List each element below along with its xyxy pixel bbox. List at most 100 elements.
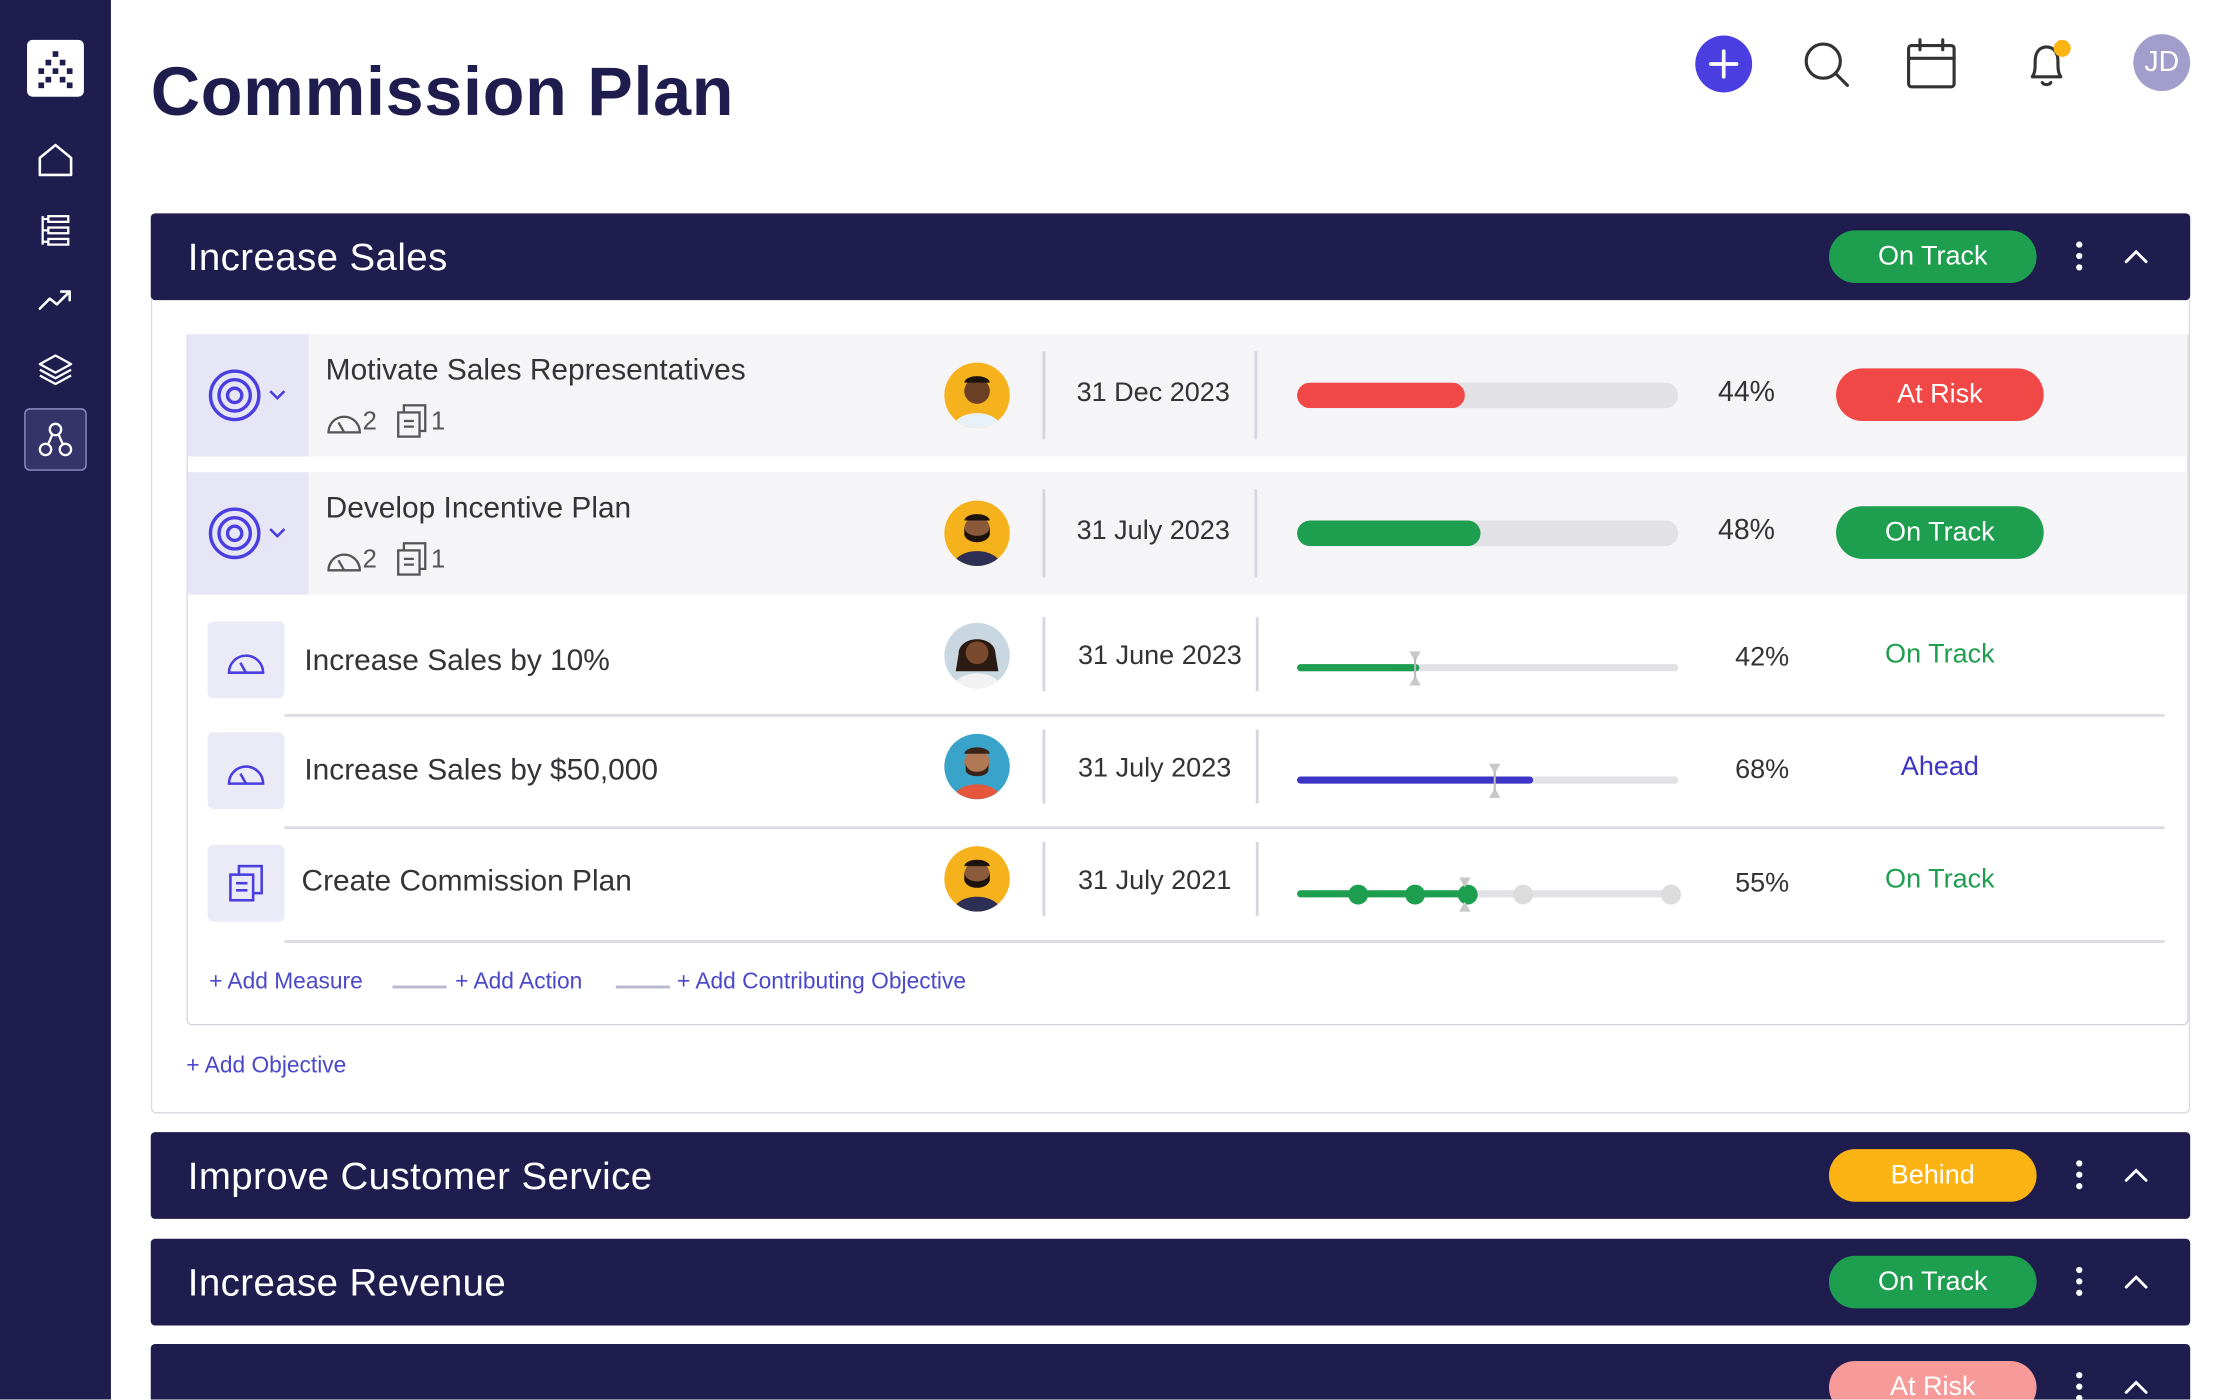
document-icon (397, 542, 427, 576)
section-header-increase-sales[interactable]: Increase Sales On Track (150, 213, 2191, 301)
status-badge: On Track (1828, 1255, 2037, 1309)
due-date: 31 Dec 2023 (1076, 378, 1230, 409)
section-menu-button[interactable] (2065, 1153, 2093, 1196)
objectives-panel: Motivate Sales Representatives 2 1 31 De… (186, 334, 2189, 1026)
nav-trends[interactable] (24, 269, 87, 332)
owner-avatar[interactable] (944, 733, 1010, 800)
calendar-icon (1907, 38, 1956, 89)
progress-bar (1297, 382, 1679, 409)
collapse-button[interactable] (2118, 238, 2155, 275)
section-menu-button[interactable] (2065, 1365, 2093, 1400)
chevron-up-icon (2124, 1275, 2148, 1289)
action-name[interactable]: Create Commission Plan (301, 864, 632, 898)
add-objective-link[interactable]: + Add Objective (186, 1053, 347, 1079)
row-divider (284, 713, 2165, 717)
milestone-dot[interactable] (1348, 883, 1368, 904)
page-title: Commission Plan (150, 55, 735, 131)
objective-expand-button[interactable] (187, 472, 309, 595)
milestone-dot[interactable] (1661, 883, 1682, 904)
layers-icon (38, 354, 73, 386)
milestone-progress-bar (1297, 877, 1682, 912)
link-separator (392, 985, 447, 988)
person-avatar-icon (952, 747, 1002, 800)
measures-count: 2 (362, 543, 377, 573)
app-logo[interactable] (27, 39, 84, 97)
section-panel-increase-sales: Motivate Sales Representatives 2 1 31 De… (150, 298, 2191, 1114)
measures-count: 2 (362, 406, 377, 435)
section-menu-button[interactable] (2065, 1260, 2093, 1303)
progress-percent: 55% (1735, 868, 1790, 899)
objective-expand-button[interactable] (187, 334, 309, 457)
objective-row[interactable]: Develop Incentive Plan 2 1 31 July 2023 (187, 472, 2188, 595)
progress-percent: 44% (1718, 376, 1775, 409)
objective-name: Develop Incentive Plan (325, 492, 632, 525)
actions-count: 1 (430, 406, 446, 435)
home-icon (38, 143, 73, 177)
measure-name[interactable]: Increase Sales by 10% (304, 644, 610, 677)
nav-layers[interactable] (24, 338, 87, 401)
owner-avatar[interactable] (944, 500, 1010, 567)
milestone-dot[interactable] (1404, 883, 1425, 904)
section-header-increase-revenue[interactable]: Increase Revenue On Track (150, 1238, 2191, 1326)
calendar-button[interactable] (1903, 36, 1960, 93)
progress-fill (1297, 664, 1419, 672)
nav-home[interactable] (24, 128, 87, 191)
divider (1042, 729, 1045, 804)
add-contributing-objective-link[interactable]: + Add Contributing Objective (676, 969, 967, 995)
add-measure-link[interactable]: + Add Measure (209, 969, 363, 995)
kebab-icon (2076, 1372, 2083, 1400)
chevron-up-icon (2124, 1168, 2148, 1182)
objective-name: Motivate Sales Representatives (325, 354, 746, 387)
section-header-improve-customer-service[interactable]: Improve Customer Service Behind (150, 1132, 2191, 1219)
add-action-link[interactable]: + Add Action (455, 969, 583, 995)
progress-percent: 68% (1735, 755, 1790, 786)
progress-fill (1297, 890, 1466, 898)
user-avatar[interactable]: JD (2133, 34, 2191, 92)
section-title: Increase Sales (187, 236, 448, 279)
person-avatar-icon (952, 859, 1002, 912)
owner-avatar[interactable] (944, 622, 1010, 689)
status-text: On Track (1885, 864, 1995, 895)
due-date: 31 July 2021 (1078, 866, 1232, 896)
gauge-icon (227, 765, 265, 785)
collapse-button[interactable] (2118, 1263, 2155, 1300)
nav-hierarchy[interactable] (24, 199, 87, 262)
chevron-up-icon (2124, 1380, 2148, 1394)
row-divider (284, 826, 2165, 829)
status-text: On Track (1885, 639, 1995, 670)
sidebar (0, 0, 111, 1400)
hierarchy-list-icon (41, 215, 70, 246)
search-button[interactable] (1798, 36, 1855, 93)
actions-count: 1 (430, 543, 446, 573)
notifications-button[interactable] (2020, 36, 2077, 93)
divider (1042, 489, 1045, 578)
target-marker-icon (1489, 763, 1501, 798)
collapse-button[interactable] (2118, 1368, 2155, 1399)
collapse-button[interactable] (2118, 1156, 2155, 1193)
person-avatar-icon (952, 639, 1002, 689)
measure-icon-box (207, 732, 285, 810)
person-avatar-icon (952, 376, 1002, 429)
section-header-clipped[interactable]: At Risk (150, 1343, 2191, 1400)
status-text: Ahead (1900, 752, 1979, 783)
divider (1254, 351, 1257, 440)
owner-avatar[interactable] (944, 846, 1010, 912)
divider (1042, 351, 1045, 440)
section-menu-button[interactable] (2065, 235, 2093, 278)
milestone-dot[interactable] (1513, 883, 1534, 904)
logo-icon (38, 51, 73, 89)
add-button[interactable] (1695, 35, 1753, 93)
milestone-dot[interactable] (1457, 883, 1478, 904)
status-badge: At Risk (1836, 368, 2044, 421)
divider (1254, 489, 1257, 578)
objective-row[interactable]: Motivate Sales Representatives 2 1 31 De… (187, 334, 2188, 457)
bell-icon (2030, 39, 2071, 87)
progress-fill (1297, 520, 1480, 547)
progress-percent: 42% (1735, 642, 1790, 673)
due-date: 31 June 2023 (1078, 641, 1242, 672)
measure-name[interactable]: Increase Sales by $50,000 (304, 753, 659, 787)
search-icon (1804, 42, 1850, 87)
owner-avatar[interactable] (944, 362, 1010, 429)
progress-bar (1297, 520, 1679, 547)
nav-network[interactable] (24, 408, 87, 471)
